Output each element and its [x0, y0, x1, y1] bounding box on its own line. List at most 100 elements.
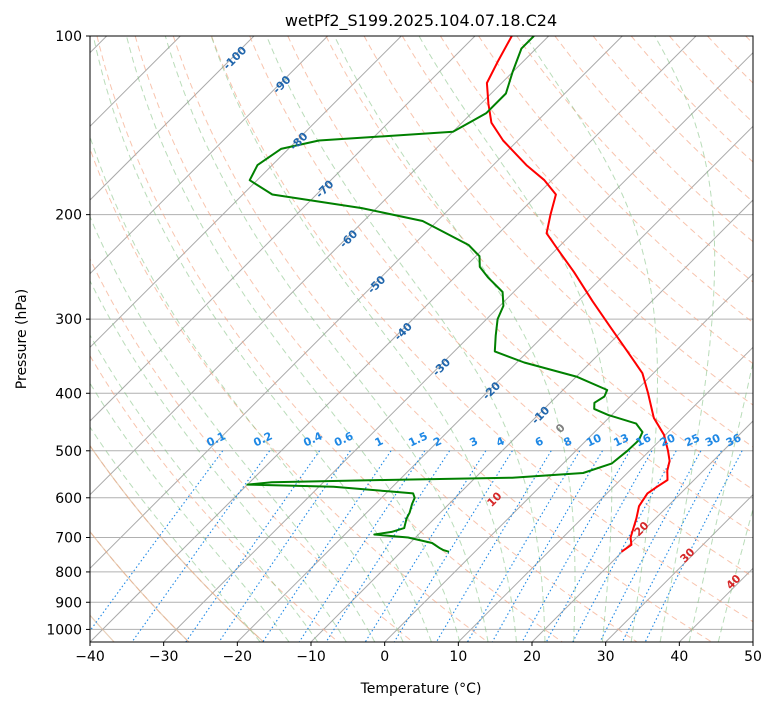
x-tick-label: −40: [75, 649, 105, 665]
dewpoint-profile-line: [246, 36, 644, 553]
isotherm-line: [90, 36, 550, 496]
dry-adiabat-line: [249, 36, 753, 578]
isotherm-line: [605, 493, 753, 642]
dry-adiabat-line: [401, 36, 753, 406]
isotherm-line: [163, 51, 753, 642]
x-tick-label: 10: [449, 649, 467, 665]
cold-adiabat-line: [90, 530, 190, 642]
moist-adiabat-line: [266, 36, 546, 642]
isotherm-line: [90, 36, 623, 570]
isotherm-line: [90, 36, 329, 275]
x-tick-label: −10: [296, 649, 326, 665]
moist-adiabat-line: [90, 426, 261, 642]
moist-adiabat-line: [418, 36, 613, 642]
y-axis-ticks: 100 200 300 400 500 600 700 800 900 1000: [46, 29, 90, 638]
temperature-profile-line: [485, 36, 671, 553]
y-tick-label: 100: [55, 29, 82, 45]
y-tick-label: 900: [55, 595, 82, 611]
isotherm-line: [236, 125, 753, 642]
dry-adiabat-line: [90, 257, 414, 642]
moist-adiabat-line: [688, 359, 753, 642]
isotherm-line: [90, 36, 402, 349]
dry-adiabat-line: [172, 36, 712, 642]
mixing-ratio-line: [521, 450, 631, 642]
y-tick-label: 500: [55, 444, 82, 460]
moist-adiabat-line: [90, 382, 290, 642]
mixing-ratio-label: 36: [724, 431, 744, 449]
moist-adiabats: [90, 36, 753, 642]
moist-adiabat-line: [654, 36, 716, 642]
y-tick-label: 400: [55, 386, 82, 402]
x-tick-label: −30: [149, 649, 179, 665]
moist-adiabat-line: [210, 36, 517, 642]
mixing-ratio-line: [435, 450, 552, 642]
mixing-ratio-line: [185, 450, 321, 642]
dry-adiabat-line: [90, 354, 339, 642]
mixing-ratio-label: 20: [658, 431, 678, 449]
moist-adiabat-line: [90, 334, 319, 642]
moist-adiabat-line: [90, 279, 347, 642]
mixing-ratio-label: 10: [584, 431, 604, 449]
y-tick-label: 600: [55, 491, 82, 507]
y-tick-label: 800: [55, 565, 82, 581]
dry-adiabat-line: [134, 36, 638, 642]
dry-adiabat-line: [554, 36, 753, 243]
moist-adiabat-line: [717, 507, 753, 642]
dry-adiabat-line: [325, 36, 753, 491]
mixing-ratio-line: [491, 450, 603, 642]
mixing-ratio-line: [621, 450, 722, 642]
mixing-ratio-line: [364, 450, 487, 642]
mixing-ratio-line: [393, 450, 513, 642]
x-tick-label: 40: [670, 649, 688, 665]
mixing-ratio-label: 30: [703, 431, 723, 449]
cold-adiabat-line: [90, 444, 264, 642]
moist-adiabat-line: [333, 36, 576, 642]
x-tick-label: 50: [744, 649, 762, 665]
pressure-gridlines: [90, 36, 753, 630]
moist-adiabat-line: [164, 36, 489, 642]
y-tick-label: 200: [55, 208, 82, 224]
mixing-ratio-lines: [90, 450, 743, 642]
dry-adiabat-line: [211, 36, 753, 623]
moist-adiabat-line: [525, 36, 658, 642]
mixing-ratio-label: 25: [683, 431, 702, 449]
x-axis-ticks: −40 −30 −20 −10 0 10 20 30 40 50: [75, 642, 762, 665]
mixing-ratio-line: [599, 450, 702, 642]
moist-adiabat-line: [126, 36, 461, 642]
x-tick-label: 20: [523, 649, 541, 665]
y-tick-label: 1000: [46, 622, 82, 638]
dry-adiabats: [90, 36, 753, 642]
x-tick-label: 0: [380, 649, 389, 665]
plot-frame: [89, 35, 754, 643]
moist-adiabat-line: [92, 36, 432, 642]
sounding-profiles: [246, 36, 671, 553]
y-tick-label: 300: [55, 312, 82, 328]
dry-adiabat-line: [287, 36, 753, 534]
mixing-ratio-label: 13: [612, 431, 631, 449]
x-axis-label: Temperature (°C): [360, 681, 482, 697]
mixing-ratio-label: 16: [634, 431, 654, 449]
moist-adiabat-line: [90, 215, 376, 642]
chart-title: wetPf2_S199.2025.104.07.18.C24: [285, 11, 557, 31]
mixing-ratio-line: [572, 450, 677, 642]
y-axis-label: Pressure (hPa): [14, 289, 30, 389]
dry-adiabat-line: [363, 36, 753, 448]
isotherm-line: [384, 272, 753, 642]
isotherm-line: [90, 36, 255, 201]
mixing-ratio-line: [218, 450, 351, 642]
plot-area: [90, 36, 753, 642]
y-tick-label: 700: [55, 531, 82, 547]
dry-adiabat-line: [439, 36, 753, 365]
mixing-ratio-line: [545, 450, 653, 642]
mixing-ratio-line: [131, 450, 271, 642]
mixing-ratio-line: [467, 450, 581, 642]
isotherm-line: [531, 420, 753, 642]
isotherm-line: [457, 346, 753, 642]
dry-adiabat-line: [96, 36, 563, 642]
isotherm-line: [90, 36, 697, 642]
x-tick-label: 30: [597, 649, 615, 665]
dry-adiabat-line: [592, 36, 753, 203]
x-tick-label: −20: [223, 649, 253, 665]
